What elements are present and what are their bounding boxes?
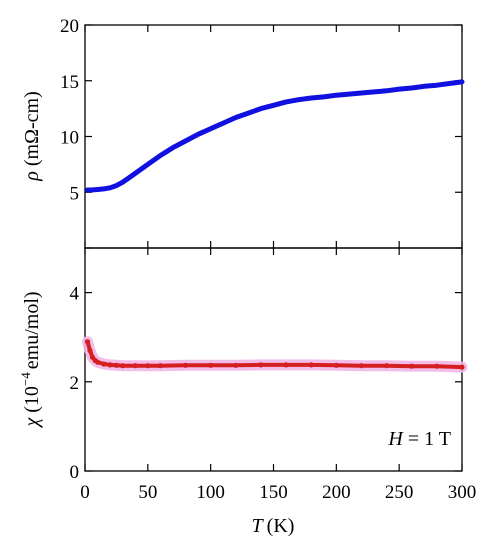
susceptibility-point xyxy=(208,362,214,368)
bottom-ytick-label: 0 xyxy=(70,462,80,483)
susceptibility-point xyxy=(358,363,365,369)
susceptibility-point xyxy=(333,362,339,368)
xtick-label: 0 xyxy=(80,482,90,503)
top-ytick-label: 5 xyxy=(70,183,80,204)
susceptibility-point xyxy=(182,362,189,368)
susceptibility-point xyxy=(84,339,91,345)
top-ylabel-symbol: ρ xyxy=(21,171,43,182)
top-panel-frame xyxy=(84,24,463,249)
susceptibility-point xyxy=(409,363,415,369)
susceptibility-point xyxy=(120,363,126,369)
annotation-text: = 1 T xyxy=(408,428,451,450)
top-ylabel: ρ (mΩ-cm) xyxy=(21,91,43,181)
susceptibility-point xyxy=(87,348,93,354)
top-ylabel-unit: (mΩ-cm) xyxy=(21,91,43,166)
susceptibility-point xyxy=(107,362,113,368)
ticks-layer xyxy=(84,24,463,472)
data-layer xyxy=(82,79,468,373)
susceptibility-point xyxy=(384,363,390,369)
susceptibility-point xyxy=(283,362,289,368)
susceptibility-point xyxy=(459,364,465,370)
susceptibility-point xyxy=(113,362,119,368)
xtick-label: 100 xyxy=(196,482,225,503)
xtick-label: 300 xyxy=(448,482,477,503)
top-ytick-label: 20 xyxy=(60,16,79,37)
susceptibility-point xyxy=(132,363,138,369)
xtick-label: 50 xyxy=(138,482,157,503)
susceptibility-point xyxy=(233,362,239,368)
bottom-ylabel-exp: −4 xyxy=(18,372,33,386)
bottom-ytick-label: 4 xyxy=(70,284,80,305)
susceptibility-point xyxy=(308,362,314,368)
susceptibility-point xyxy=(157,363,163,369)
bottom-ylabel: χ (10−4 emu/mol) xyxy=(18,291,43,428)
bottom-ylabel-symbol: χ xyxy=(21,417,43,429)
resistivity-line xyxy=(85,79,465,193)
bottom-ylabel-unit: emu/mol) xyxy=(21,291,43,369)
bottom-ytick-label: 2 xyxy=(70,373,80,394)
field-annotation: H = 1 T xyxy=(387,428,451,450)
susceptibility-point xyxy=(258,362,264,368)
xlabel-symbol: T xyxy=(252,515,265,537)
top-ytick-label: 15 xyxy=(60,72,79,93)
xtick-label: 150 xyxy=(259,482,288,503)
xtick-label: 250 xyxy=(385,482,414,503)
susceptibility-point xyxy=(95,359,101,365)
xlabel-unit: (K) xyxy=(267,515,295,537)
top-ytick-label: 10 xyxy=(60,128,79,149)
susceptibility-point xyxy=(145,363,151,369)
xlabel: T (K) xyxy=(252,515,295,537)
xtick-label: 200 xyxy=(322,482,351,503)
annotation-symbol: H xyxy=(387,428,404,450)
bottom-ylabel-open: (10 xyxy=(21,386,43,413)
susceptibility-point xyxy=(101,361,107,367)
susceptibility-point xyxy=(434,363,440,369)
